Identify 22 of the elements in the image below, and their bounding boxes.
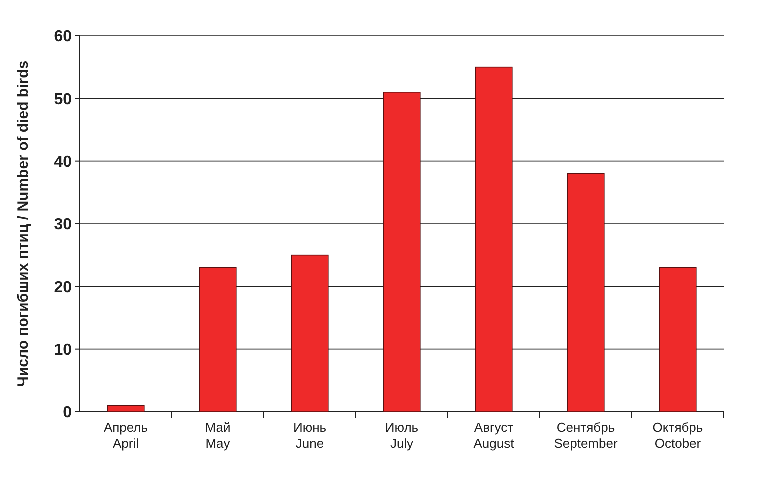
bar	[383, 92, 421, 412]
bar	[659, 267, 697, 412]
x-tick-label: Август August	[474, 420, 515, 451]
bar	[107, 405, 145, 412]
x-tick-label: Октябрь October	[652, 420, 704, 451]
y-tick-label: 30	[54, 216, 72, 234]
bar	[291, 254, 329, 412]
y-tick-label: 10	[54, 342, 72, 359]
bar	[475, 66, 513, 412]
x-tick-label: Сентябрь September	[554, 420, 618, 451]
y-axis-title: Число погибших птиц / Number of died birds	[15, 60, 32, 388]
y-tick-label: 60	[54, 28, 72, 46]
x-tick-label: Май May	[205, 420, 231, 451]
x-tick-label: Июль July	[385, 420, 419, 451]
x-tick-label: Апрель April	[104, 420, 148, 451]
bar	[567, 173, 605, 412]
x-tick-label: Июнь June	[293, 420, 327, 451]
bar	[199, 267, 237, 412]
y-tick-label: 40	[54, 154, 72, 171]
y-tick-label: 0	[63, 404, 72, 422]
y-tick-label: 20	[54, 279, 72, 296]
y-tick-label: 50	[54, 91, 72, 108]
